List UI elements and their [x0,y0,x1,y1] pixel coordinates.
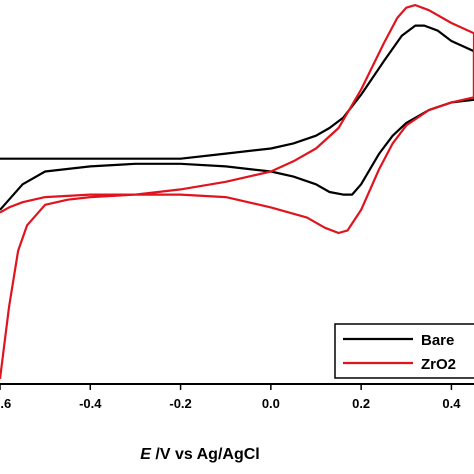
legend: Bare ZrO2 [334,323,474,379]
x-tick-label: 0.4 [442,396,461,411]
x-tick-label: 0.2 [352,396,370,411]
x-axis-label-rest: /V vs Ag/AgCl [151,446,260,463]
plot-area [0,3,474,380]
x-tick-label: -0.6 [0,396,11,411]
x-tick-label: -0.4 [79,396,102,411]
x-axis-ticks: -0.6 -0.4 -0.2 0.0 0.2 0.4 [0,384,461,411]
series-line-bare [0,24,474,211]
legend-box [334,323,474,379]
x-tick-label: -0.2 [169,396,191,411]
x-axis-label: E /V vs Ag/AgCl [140,446,259,463]
legend-label-zro2: ZrO2 [421,356,456,373]
series-line-zro2 [0,3,474,380]
x-tick-label: 0.0 [262,396,280,411]
x-axis-label-italic: E [140,446,152,463]
legend-label-bare: Bare [421,332,454,349]
